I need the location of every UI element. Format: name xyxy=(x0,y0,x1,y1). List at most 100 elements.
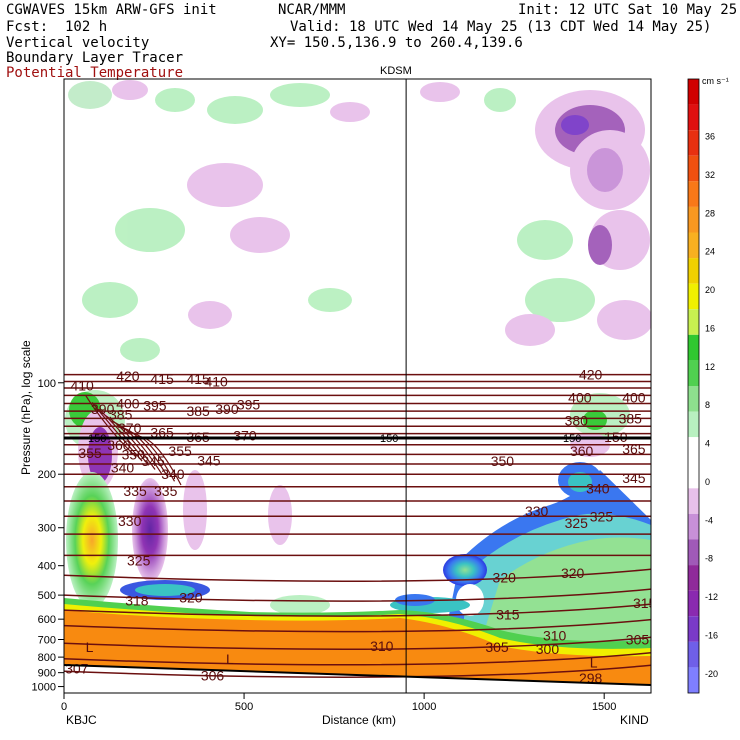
colorbar-label: -16 xyxy=(705,630,718,640)
right-station-label: KIND xyxy=(620,713,649,727)
org-label: NCAR/MMM xyxy=(278,2,346,18)
mid-station-label: KDSM xyxy=(380,65,412,77)
colorbar-label: -8 xyxy=(705,554,713,564)
theta-label: 340 xyxy=(586,481,610,497)
colorbar-swatch xyxy=(688,437,699,463)
tropopause-label-right: 150 xyxy=(563,433,581,445)
theta-label: 350 xyxy=(491,453,515,469)
valid-time: Valid: 18 UTC Wed 14 May 25 (13 CDT Wed … xyxy=(290,19,712,35)
y-tick-label: 100 xyxy=(38,378,56,390)
y-tick-label: 600 xyxy=(38,614,56,626)
theta-label: 325 xyxy=(590,509,614,525)
terrain-line xyxy=(64,664,651,686)
theta-contour xyxy=(117,426,169,478)
theta-label: 300 xyxy=(536,641,560,657)
model-title: CGWAVES 15km ARW-GFS init xyxy=(6,2,217,18)
colorbar-label: -20 xyxy=(705,669,718,679)
theta-label: 360 xyxy=(107,437,131,453)
tropopause-label-left: 150 xyxy=(88,433,106,445)
x-tick-label: 500 xyxy=(235,701,253,713)
theta-label: 320 xyxy=(179,590,203,606)
forecast-hour: Fcst: 102 h xyxy=(6,19,108,35)
colorbar-swatch xyxy=(688,539,699,566)
theta-label: 318 xyxy=(125,592,149,608)
colorbar-swatch xyxy=(688,667,699,693)
theta-contour xyxy=(64,652,651,666)
theta-label: 345 xyxy=(622,470,646,486)
colorbar-label: 8 xyxy=(705,400,710,410)
theta-label: 310 xyxy=(543,627,567,643)
theta-label: 400 xyxy=(116,395,140,411)
colorbar: -20 -16 -12 -8 -4 0 4 8 12 16 20 24 28 32 36 xyxy=(687,78,718,694)
colorbar-swatch xyxy=(688,181,699,207)
colorbar-swatch xyxy=(688,155,699,182)
colorbar-swatch xyxy=(688,565,699,591)
theta-label: 355 xyxy=(168,443,192,459)
y-tick-label: 1000 xyxy=(32,682,56,694)
colorbar-swatch xyxy=(688,104,699,131)
theta-contour xyxy=(64,568,651,582)
theta-label: 390 xyxy=(215,401,239,417)
theta-contour xyxy=(85,395,137,458)
theta-contour xyxy=(104,414,156,470)
colorbar-swatch xyxy=(688,258,699,284)
y-axis: 100 200 300 400 500 600 700 800 900 1000 xyxy=(32,378,64,694)
y-tick-label: 900 xyxy=(38,668,56,680)
cross-section-endpoints: XY= 150.5,136.9 to 260.4,139.6 xyxy=(270,35,523,51)
field-potential-temperature: Potential Temperature xyxy=(6,65,184,81)
theta-label: 370 xyxy=(118,420,142,436)
theta-label: 315 xyxy=(496,607,520,623)
theta-label: L xyxy=(590,655,598,671)
potential-temperature-contours xyxy=(64,373,651,678)
theta-label: 365 xyxy=(622,441,646,457)
theta-label: 306 xyxy=(201,667,225,683)
theta-label: 370 xyxy=(233,427,257,443)
theta-label: 415 xyxy=(186,371,210,387)
theta-label: 420 xyxy=(579,367,603,383)
theta-label: 355 xyxy=(78,445,102,461)
theta-contour xyxy=(64,618,651,633)
theta-contour xyxy=(124,431,176,482)
theta-label: 305 xyxy=(485,639,509,655)
colorbar-label: 0 xyxy=(705,477,710,487)
colorbar-label: -4 xyxy=(705,515,713,525)
theta-label: 315 xyxy=(633,595,657,611)
x-axis-label: Distance (km) xyxy=(322,713,396,727)
x-tick-label: 1000 xyxy=(412,701,436,713)
theta-label: 345 xyxy=(197,452,221,468)
y-axis-label: Pressure (hPa), log scale xyxy=(19,340,33,475)
y-tick-label: 800 xyxy=(38,652,56,664)
colorbar-label: 16 xyxy=(705,323,715,333)
colorbar-swatch xyxy=(688,360,699,386)
colorbar-swatch xyxy=(688,309,699,335)
theta-label: 400 xyxy=(568,390,592,406)
vertical-velocity-field xyxy=(65,80,651,660)
colorbar-label: 36 xyxy=(705,132,715,142)
theta-contour xyxy=(98,408,150,466)
left-station-label: KBJC xyxy=(66,713,97,727)
field-boundary-layer: Boundary Layer Tracer xyxy=(6,50,184,66)
colorbar-swatch xyxy=(688,386,699,412)
y-tick-label: 200 xyxy=(38,469,56,481)
colorbar-swatch xyxy=(688,334,699,361)
theta-label: 330 xyxy=(118,513,142,529)
theta-label: 350 xyxy=(122,446,146,462)
theta-label: L xyxy=(226,651,234,667)
y-tick-label: 500 xyxy=(38,590,56,602)
theta-contour xyxy=(64,636,651,650)
y-tick-label: 700 xyxy=(38,635,56,647)
colorbar-label: 32 xyxy=(705,170,715,180)
colorbar-label: 4 xyxy=(705,439,710,449)
colorbar-label: 24 xyxy=(705,247,715,257)
colorbar-swatch xyxy=(688,232,699,259)
y-tick-label: 300 xyxy=(38,523,56,535)
theta-label: 420 xyxy=(116,368,140,384)
colorbar-swatch xyxy=(688,206,699,233)
theta-label: L xyxy=(86,639,94,655)
colorbar-label: 20 xyxy=(705,285,715,295)
theta-label: 380 xyxy=(565,412,589,428)
theta-label: 360 xyxy=(570,443,594,459)
